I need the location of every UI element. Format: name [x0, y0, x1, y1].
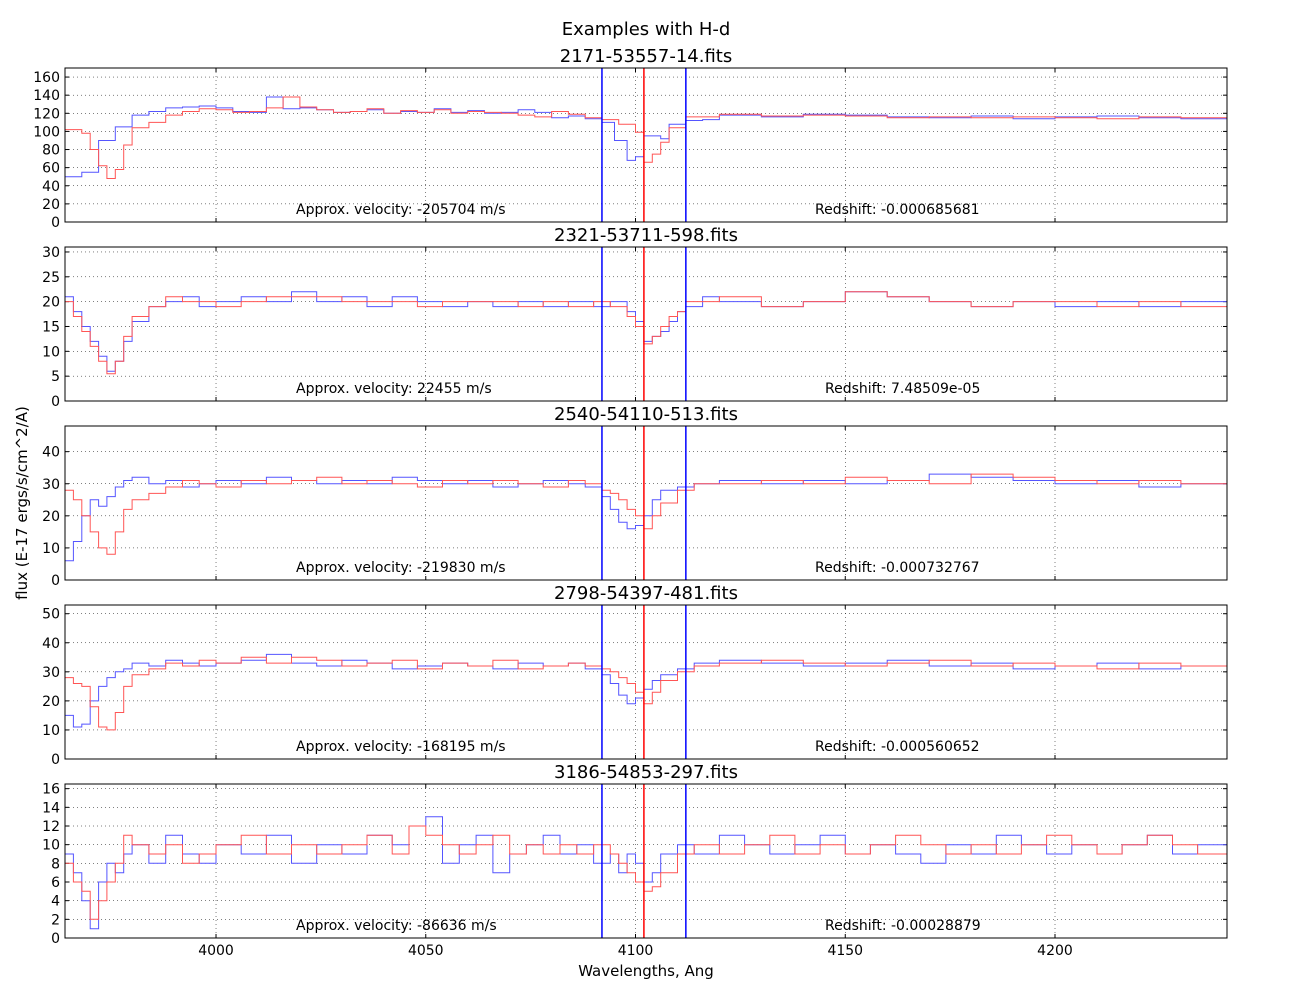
y-tick-label: 50 [42, 607, 60, 623]
y-tick-label: 15 [42, 319, 60, 335]
series-line-2 [65, 96, 1227, 179]
y-tick-label: 40 [42, 636, 60, 652]
y-tick-label: 30 [42, 477, 60, 493]
y-tick-label: 140 [33, 88, 60, 104]
y-tick-label: 40 [42, 179, 60, 195]
subplot-2: 0 5 10 15 20 25 30 2321-53711-598.fits Approx. v… [42, 225, 1228, 410]
series-line-1 [65, 96, 1227, 178]
subplot-3: 0 10 20 30 40 2540-54110-513.fits Approx. velo… [42, 404, 1228, 589]
x-tick-label: 4150 [827, 943, 863, 959]
series-line-2 [65, 656, 1227, 731]
y-tick-label: 40 [42, 445, 60, 461]
redshift-annotation: Redshift: 7.48509e-05 [825, 381, 980, 397]
subplot-title: 3186-54853-297.fits [554, 762, 738, 783]
subplot-1: 0 20 40 60 80 100 120 140 160 2171-53557-14.fits A… [33, 46, 1228, 231]
subplot-4: 0 10 20 30 40 50 2798-54397-481.fits Approx. ve… [42, 583, 1228, 768]
x-tick-label: 4100 [618, 943, 654, 959]
y-tick-label: 12 [42, 819, 60, 835]
subplot-5: 0 2 4 6 8 10 12 14 16 4000 4050 4100 4150 4200 3186-54… [42, 762, 1228, 959]
y-tick-label: 10 [42, 541, 60, 557]
subplot-title: 2171-53557-14.fits [560, 46, 732, 67]
series-line-1 [65, 653, 1227, 728]
y-tick-label: 100 [33, 124, 60, 140]
y-tick-label: 0 [51, 394, 60, 410]
subplot-title: 2321-53711-598.fits [554, 225, 738, 246]
subplot-title: 2540-54110-513.fits [554, 404, 738, 425]
series-line-2 [65, 291, 1227, 375]
series-line-2 [65, 473, 1227, 555]
y-tick-label: 10 [42, 838, 60, 854]
y-tick-label: 10 [42, 723, 60, 739]
y-tick-label: 4 [51, 894, 60, 910]
redshift-annotation: Redshift: -0.000560652 [815, 739, 980, 755]
y-tick-label: 25 [42, 270, 60, 286]
y-tick-label: 6 [51, 875, 60, 891]
y-tick-label: 30 [42, 665, 60, 681]
y-tick-label: 0 [51, 573, 60, 589]
x-axis-label: Wavelengths, Ang [578, 962, 714, 980]
y-tick-label: 30 [42, 245, 60, 261]
velocity-annotation: Approx. velocity: -86636 m/s [296, 918, 497, 934]
y-axis-label: flux (E-17 ergs/s/cm^2/A) [13, 406, 31, 600]
y-tick-label: 20 [42, 295, 60, 311]
y-tick-label: 60 [42, 161, 60, 177]
y-tick-label: 0 [51, 215, 60, 231]
y-tick-label: 10 [42, 344, 60, 360]
redshift-annotation: Redshift: -0.000685681 [815, 202, 980, 218]
series-line-2 [65, 825, 1227, 920]
x-tick-label: 4000 [198, 943, 234, 959]
y-tick-label: 20 [42, 509, 60, 525]
y-tick-label: 8 [51, 856, 60, 872]
redshift-annotation: Redshift: -0.00028879 [825, 918, 981, 934]
redshift-annotation: Redshift: -0.000732767 [815, 560, 980, 576]
y-tick-label: 5 [51, 369, 60, 385]
figure-title: Examples with H-d [562, 19, 731, 40]
y-tick-label: 0 [51, 931, 60, 947]
velocity-annotation: Approx. velocity: 22455 m/s [296, 381, 492, 397]
x-tick-label: 4200 [1037, 943, 1073, 959]
y-tick-label: 2 [51, 912, 60, 928]
y-tick-label: 14 [42, 800, 60, 816]
y-tick-label: 120 [33, 106, 60, 122]
y-tick-label: 160 [33, 70, 60, 86]
axes-frame [64, 67, 1228, 223]
y-tick-label: 80 [42, 143, 60, 159]
x-tick-label: 4050 [408, 943, 444, 959]
velocity-annotation: Approx. velocity: -219830 m/s [296, 560, 506, 576]
axes-frame [64, 604, 1228, 760]
y-tick-label: 0 [51, 752, 60, 768]
y-tick-label: 16 [42, 782, 60, 798]
axes-frame [64, 425, 1228, 581]
y-tick-label: 20 [42, 197, 60, 213]
subplot-title: 2798-54397-481.fits [554, 583, 738, 604]
subplot-panels: 0204060801001201401602171-53557-14.fitsA… [33, 46, 1228, 959]
axes-frame [64, 246, 1228, 402]
axes-frame [64, 783, 1228, 939]
velocity-annotation: Approx. velocity: -168195 m/s [296, 739, 506, 755]
velocity-annotation: Approx. velocity: -205704 m/s [296, 202, 506, 218]
y-tick-label: 20 [42, 694, 60, 710]
